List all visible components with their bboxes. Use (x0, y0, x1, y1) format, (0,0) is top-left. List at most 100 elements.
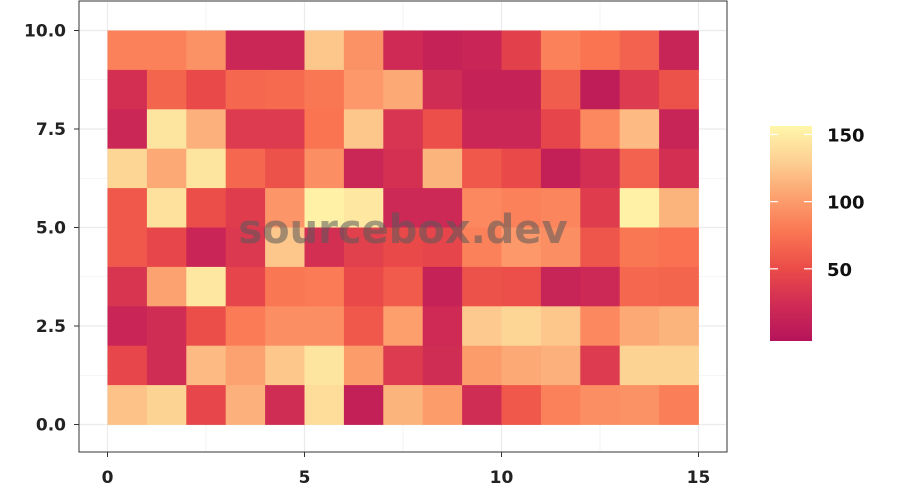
heatmap-cell (265, 30, 305, 71)
heatmap-cell (107, 148, 148, 189)
heatmap-cell (146, 306, 187, 347)
heatmap-cell (580, 345, 621, 386)
heatmap-cell (304, 306, 345, 347)
heatmap-cell (186, 306, 227, 347)
heatmap-cell (580, 69, 621, 110)
heatmap-cell (383, 188, 424, 228)
heatmap-cell (343, 385, 384, 425)
heatmap-cell (580, 30, 621, 71)
axes: 0 5 10 15 0.0 2.5 5.0 7.5 10.0 (24, 22, 710, 489)
heatmap-cell (422, 227, 463, 268)
heatmap-cell (265, 385, 305, 425)
heatmap-cell (186, 69, 227, 110)
heatmap-cell (540, 227, 581, 268)
heatmap-cell (540, 345, 581, 386)
heatmap-cell (343, 345, 384, 386)
heatmap-cell (304, 227, 345, 268)
heatmap-cell (146, 188, 187, 228)
heatmap-cell (186, 109, 227, 150)
heatmap-cell (619, 385, 660, 425)
heatmap-cell (422, 188, 463, 228)
heatmap-cell (186, 385, 227, 425)
colorbar-tick-label: 50 (827, 260, 852, 281)
heatmap-cell (501, 345, 542, 386)
heatmap-cell (343, 306, 384, 347)
heatmap-cell (383, 30, 424, 71)
y-tick-label: 5.0 (36, 219, 66, 239)
heatmap-cell (659, 30, 699, 71)
heatmap-cell (343, 148, 384, 189)
heatmap-cell (343, 109, 384, 150)
heatmap-cell (107, 109, 148, 150)
heatmap-cell (462, 266, 502, 307)
x-tick-label: 10 (490, 468, 514, 488)
heatmap-cell (422, 148, 463, 189)
heatmap-cell (619, 266, 660, 307)
heatmap-cell (265, 306, 305, 347)
heatmap-cell (107, 306, 148, 347)
heatmap-cell (304, 188, 345, 228)
heatmap-cell (462, 306, 502, 347)
heatmap-cell (225, 345, 266, 386)
heatmap-cell (107, 266, 148, 307)
heatmap-cell (225, 69, 266, 110)
heatmap-cell (422, 30, 463, 71)
heatmap-cell (422, 306, 463, 347)
heatmap-cell (462, 148, 502, 189)
heatmap-cell (580, 109, 621, 150)
heatmap-cell (501, 188, 542, 228)
heatmap-cell (659, 385, 699, 425)
heatmap-cell (501, 148, 542, 189)
heatmap-cell (383, 306, 424, 347)
heatmap-cell (146, 148, 187, 189)
heatmap-cell (304, 345, 345, 386)
x-tick-label: 5 (299, 468, 311, 488)
heatmap-cell (225, 227, 266, 268)
heatmap-cell (107, 385, 148, 425)
heatmap-cell (540, 385, 581, 425)
heatmap-cell (304, 148, 345, 189)
heatmap-cell (146, 109, 187, 150)
heatmap-cell (619, 345, 660, 386)
heatmap-cell (343, 69, 384, 110)
heatmap-cell (146, 266, 187, 307)
heatmap-cell (659, 306, 699, 347)
heatmap-cell (265, 227, 305, 268)
heatmap-cell (580, 188, 621, 228)
heatmap-cell (304, 385, 345, 425)
heatmap-cell (343, 188, 384, 228)
heatmap-cell (146, 345, 187, 386)
heatmap-cell (540, 306, 581, 347)
heatmap-cell (540, 109, 581, 150)
heatmap-cell (107, 69, 148, 110)
heatmap-cell (422, 345, 463, 386)
heatmap-cell (304, 69, 345, 110)
heatmap-cell (186, 266, 227, 307)
heatmap-cell (619, 188, 660, 228)
heatmap-cell (540, 266, 581, 307)
heatmap-cell (580, 385, 621, 425)
heatmap-cell (186, 188, 227, 228)
heatmap-cell (580, 266, 621, 307)
watermark-text: sourcebox.dev (238, 207, 567, 253)
heatmap-cell (501, 385, 542, 425)
heatmap-cell (540, 30, 581, 71)
heatmap-cell (422, 109, 463, 150)
heatmap-cell (304, 30, 345, 71)
heatmap-cell (146, 385, 187, 425)
heatmap-cell (383, 227, 424, 268)
heatmap-cell (225, 109, 266, 150)
heatmap-cell (580, 306, 621, 347)
heatmap-cell (462, 30, 502, 71)
heatmap-cell (462, 385, 502, 425)
heatmap-cell (343, 227, 384, 268)
y-tick-label: 2.5 (36, 317, 66, 337)
heatmap-cell (462, 188, 502, 228)
heatmap-cell (107, 227, 148, 268)
heatmap-cell (462, 345, 502, 386)
heatmap-cell (265, 69, 305, 110)
heatmap-cell (107, 345, 148, 386)
heatmap-cell (422, 69, 463, 110)
heatmap-cell (659, 188, 699, 228)
